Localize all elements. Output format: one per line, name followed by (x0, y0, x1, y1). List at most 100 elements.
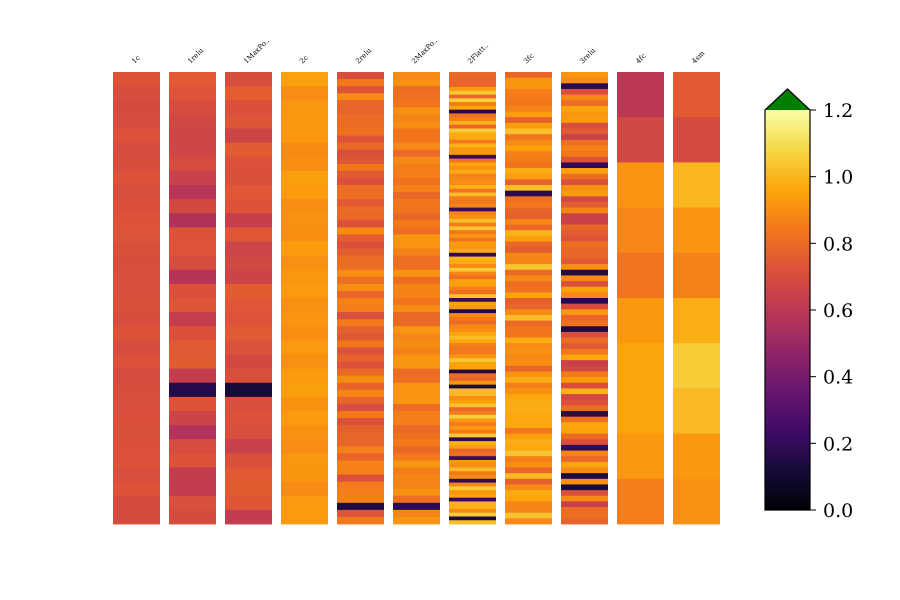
heatmap-cell (169, 255, 216, 271)
heatmap-cell (505, 190, 552, 197)
heatmap-cell (449, 346, 496, 352)
heatmap-cell (449, 233, 496, 239)
heatmap-cell (225, 481, 272, 497)
heatmap-cell (449, 158, 496, 163)
heatmap-cell (449, 512, 496, 517)
heatmap-cell (505, 394, 552, 401)
heatmap-cell (505, 411, 552, 418)
heatmap-cell (337, 121, 384, 129)
column-label: 2MaxPo.. (410, 37, 439, 66)
heatmap-cell (337, 227, 384, 235)
heatmap-cell (505, 173, 552, 180)
heatmap-cell (337, 474, 384, 483)
heatmap-cell (505, 298, 552, 305)
heatmap-cell (393, 403, 440, 412)
heatmap-cell (449, 343, 496, 348)
heatmap-cell (393, 192, 440, 200)
heatmap-cell (505, 490, 552, 497)
colorbar-tick-label: 0.2 (823, 433, 853, 455)
heatmap-cell (281, 425, 328, 440)
heatmap-cell (225, 227, 272, 242)
column-labels: 1c 1relu 1MaxPo.. 2c 2relu 2MaxPo.. 2Flatt.. 3f… (130, 37, 706, 66)
heatmap-cell (449, 305, 496, 310)
heatmap-cell (561, 371, 608, 378)
heatmap-cell (393, 290, 440, 299)
heatmap-cell (113, 509, 160, 525)
heatmap-cell (449, 94, 496, 99)
colorbar-tick-label: 0.0 (823, 500, 853, 522)
heatmap-cell (561, 484, 608, 491)
heatmap-cell (337, 446, 384, 454)
heatmap-cell (393, 319, 440, 327)
heatmap-cell (337, 276, 384, 285)
heatmap-cell (281, 340, 328, 355)
heatmap-cell (337, 488, 384, 497)
heatmap-cell (225, 156, 272, 172)
heatmap-cell (505, 326, 552, 333)
heatmap-cell (337, 185, 384, 193)
heatmap-cell (337, 213, 384, 221)
heatmap-cell (281, 128, 328, 144)
heatmap-cell (393, 234, 440, 242)
heatmap-cell (561, 151, 608, 158)
heatmap-cell (337, 248, 384, 257)
heatmap-cell (113, 382, 160, 398)
heatmap-cell (449, 459, 496, 465)
heatmap-cell (169, 227, 216, 242)
heatmap-cell (449, 324, 496, 329)
heatmap-cell (337, 340, 384, 348)
heatmap-cell (113, 100, 160, 115)
heatmap-cell (393, 93, 440, 101)
heatmap-cell (449, 230, 496, 235)
heatmap-cell (561, 495, 608, 502)
heatmap-cell (393, 340, 440, 348)
heatmap-cell (505, 139, 552, 146)
heatmap-cell (449, 286, 496, 291)
heatmap-cell (169, 199, 216, 214)
heatmap-cell (281, 213, 328, 228)
heatmap-cell (505, 320, 552, 327)
heatmap-cell (449, 441, 496, 446)
heatmap-cell (113, 467, 160, 483)
heatmap-cell (449, 516, 496, 521)
heatmap-cell (393, 135, 440, 144)
heatmap-cell (169, 142, 216, 158)
heatmap-cell (393, 312, 440, 320)
heatmap-cell (505, 399, 552, 406)
heatmap-cell (561, 348, 608, 355)
heatmap-cell (449, 132, 496, 137)
column-label: 3fc (522, 52, 535, 65)
heatmap-cell (449, 169, 496, 175)
heatmap-cell (449, 365, 496, 370)
heatmap-cell (281, 283, 328, 299)
heatmap-cell (449, 478, 496, 483)
heatmap-cell (449, 309, 496, 314)
heatmap-cell (449, 72, 496, 77)
heatmap-cell (393, 79, 440, 87)
heatmap-cell (561, 196, 608, 203)
heatmap-cell (449, 407, 496, 412)
heatmap-cell (449, 282, 496, 288)
heatmap-cell (393, 185, 440, 193)
heatmap-cell (337, 220, 384, 228)
heatmap-cell (225, 199, 272, 214)
heatmap-cell (449, 339, 496, 344)
heatmap-cell (449, 245, 496, 250)
heatmap-cell (337, 403, 384, 412)
heatmap-cell (393, 72, 440, 80)
heatmap-cell (281, 227, 328, 242)
heatmap-cell (505, 433, 552, 440)
heatmap-cell (449, 482, 496, 487)
heatmap-cell (113, 354, 160, 370)
heatmap-cell (113, 199, 160, 214)
heatmap-cell (561, 83, 608, 90)
heatmap-cell (337, 290, 384, 299)
heatmap-cell (617, 298, 664, 344)
colorbar-gradient (765, 110, 810, 510)
heatmap-cell (505, 478, 552, 485)
heatmap-cell (225, 368, 272, 384)
heatmap-cell (281, 481, 328, 497)
heatmap-cell (393, 474, 440, 483)
heatmap-cell (337, 135, 384, 144)
heatmap-cell (449, 79, 496, 84)
